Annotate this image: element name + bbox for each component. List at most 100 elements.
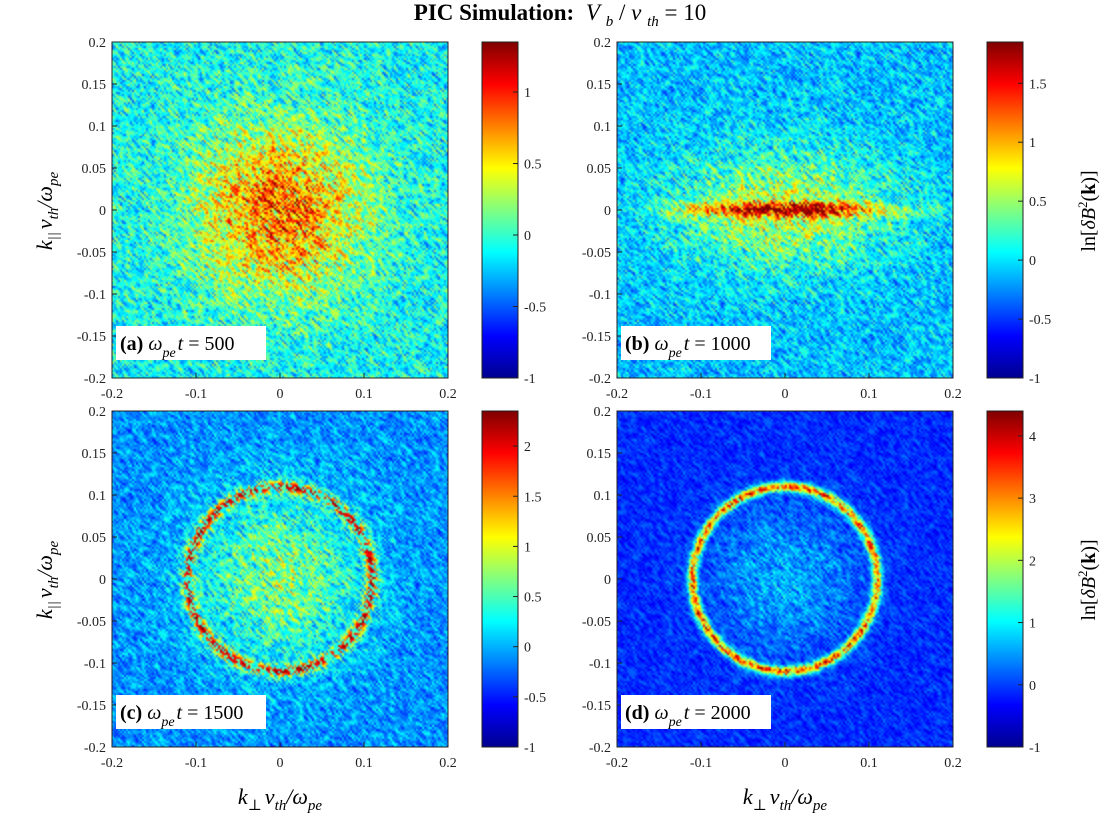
colorbar-tick-label: 1 [1029, 136, 1036, 151]
y-tick-label: 0.05 [82, 531, 107, 546]
panel-label-b: (b) ωpe t = 1000 [625, 333, 751, 361]
x-tick-label: -0.2 [606, 756, 628, 771]
heatmap-panel-b: 0.2 0.15 0.1 0.05 0 -0.05 -0.1 -0.15 -0.2-0.2 -0.… [582, 36, 1051, 402]
heatmap-image-a [112, 42, 448, 378]
heatmap-image-d [617, 411, 953, 747]
y-tick-label: 0.1 [89, 120, 107, 135]
x-tick-label: 0.2 [439, 756, 457, 771]
title-prefix: PIC Simulation: [414, 0, 574, 25]
x-tick-label: 0.1 [860, 756, 878, 771]
colorbar-b [986, 41, 1024, 379]
title-v2-sub: th [647, 14, 659, 30]
colorbar-tick-label: -0.5 [524, 691, 546, 706]
heatmap-panel-d: 0.2 0.15 0.1 0.05 0 -0.05 -0.1 -0.15 -0.2-0.2 -0.… [582, 405, 1041, 771]
title-v: V [586, 0, 603, 25]
x-tick-label: 0.2 [439, 387, 457, 402]
y-tick-label: -0.2 [84, 372, 106, 387]
x-tick-label: -0.1 [690, 387, 712, 402]
y-tick-label: 0.2 [594, 405, 612, 420]
x-tick-label: 0.1 [355, 756, 373, 771]
y-tick-label: 0.2 [594, 36, 612, 51]
colorbar-tick-label: 0.5 [1029, 195, 1047, 210]
title-rest: = 10 [665, 0, 707, 25]
y-tick-label: 0.1 [594, 120, 612, 135]
colorbar-tick-label: 0 [524, 229, 531, 244]
y-tick-label: -0.05 [77, 246, 106, 261]
colorbar-tick-label: -0.5 [1029, 313, 1051, 328]
svg-text:k||vth/ωpe: k||vth/ωpe [32, 541, 62, 620]
colorbar-d [986, 410, 1024, 748]
title-v-sub: b [606, 14, 614, 30]
colorbar-tick-label: 2 [524, 440, 531, 455]
figure-title: PIC Simulation: V b / v th = 10 [414, 0, 706, 31]
y-tick-label: -0.2 [84, 741, 106, 756]
colorbar-tick-label: 1 [524, 86, 531, 101]
panel-label-box [621, 326, 771, 360]
x-tick-label: -0.1 [185, 756, 207, 771]
colorbar-a [481, 41, 519, 379]
colorbar-tick-label: 1 [1029, 617, 1036, 632]
colorbar-tick-label: -1 [1029, 741, 1041, 756]
colorbar-tick-label: -1 [524, 372, 536, 387]
y-tick-label: -0.2 [589, 372, 611, 387]
colorbar-tick-label: 4 [1029, 430, 1036, 445]
y-tick-label: 0.15 [587, 78, 612, 93]
x-axis-label-right: k⊥ vth/ωpe [743, 784, 827, 814]
y-axis-label-bottom: k||vth/ωpe [32, 541, 62, 620]
y-tick-label: 0.15 [82, 78, 107, 93]
colorbar-tick-label: 0.5 [524, 591, 542, 606]
y-tick-label: -0.15 [77, 699, 106, 714]
colorbar-tick-label: 1.5 [1029, 77, 1047, 92]
y-tick-label: -0.15 [582, 699, 611, 714]
heatmap-panel-c: 0.2 0.15 0.1 0.05 0 -0.05 -0.1 -0.15 -0.2-0.2 -0.… [77, 405, 546, 771]
colorbar-tick-label: -0.5 [524, 301, 546, 316]
title-v2: v [631, 0, 642, 25]
y-tick-label: 0.1 [89, 489, 107, 504]
colorbar-tick-label: 1.5 [524, 490, 542, 505]
colorbar-label-bottom: ln[δB2(k)] [1075, 539, 1100, 620]
y-tick-label: 0 [99, 573, 106, 588]
y-tick-label: -0.05 [582, 246, 611, 261]
colorbar-tick-label: 2 [1029, 554, 1036, 569]
y-tick-label: 0.2 [89, 405, 107, 420]
y-tick-label: -0.2 [589, 741, 611, 756]
y-axis-label-top: k||vth/ωpe [32, 172, 62, 251]
y-tick-label: -0.05 [77, 615, 106, 630]
colorbar-tick-label: 0 [1029, 679, 1036, 694]
colorbar-tick-label: -1 [524, 741, 536, 756]
y-tick-label: -0.1 [589, 288, 611, 303]
y-tick-label: 0.15 [82, 447, 107, 462]
x-tick-label: 0.1 [355, 387, 373, 402]
y-tick-label: 0 [99, 204, 106, 219]
heatmap-image-b [617, 42, 953, 378]
x-axis-label-left: k⊥ vth/ωpe [238, 784, 322, 814]
y-tick-label: -0.15 [77, 330, 106, 345]
x-tick-label: 0 [782, 387, 789, 402]
y-tick-label: 0 [604, 204, 611, 219]
y-tick-label: 0.05 [587, 531, 612, 546]
panel-label-box [621, 695, 771, 729]
colorbar-label-top: ln[δB2(k)] [1075, 170, 1100, 251]
svg-text:ln[δB2(k)]: ln[δB2(k)] [1075, 539, 1100, 620]
y-tick-label: 0.15 [587, 447, 612, 462]
panel-label-a: (a) ωpe t = 500 [120, 333, 235, 361]
x-tick-label: 0.2 [944, 387, 962, 402]
x-tick-label: 0 [277, 756, 284, 771]
y-tick-label: 0.05 [587, 162, 612, 177]
panel-label-box [116, 695, 266, 729]
colorbar-tick-label: -1 [1029, 372, 1041, 387]
y-tick-label: 0.2 [89, 36, 107, 51]
y-tick-label: -0.1 [84, 657, 106, 672]
colorbar-c [481, 410, 519, 748]
y-tick-label: 0 [604, 573, 611, 588]
colorbar-tick-label: 3 [1029, 492, 1036, 507]
y-tick-label: -0.1 [589, 657, 611, 672]
colorbar-tick-label: 1 [524, 540, 531, 555]
y-tick-label: -0.1 [84, 288, 106, 303]
x-tick-label: 0 [782, 756, 789, 771]
heatmap-panel-a: 0.2 0.15 0.1 0.05 0 -0.05 -0.1 -0.15 -0.2-0.2 -0.… [77, 36, 546, 402]
colorbar-tick-label: 0.5 [524, 158, 542, 173]
colorbar-tick-label: 0 [1029, 254, 1036, 269]
x-tick-label: -0.2 [606, 387, 628, 402]
